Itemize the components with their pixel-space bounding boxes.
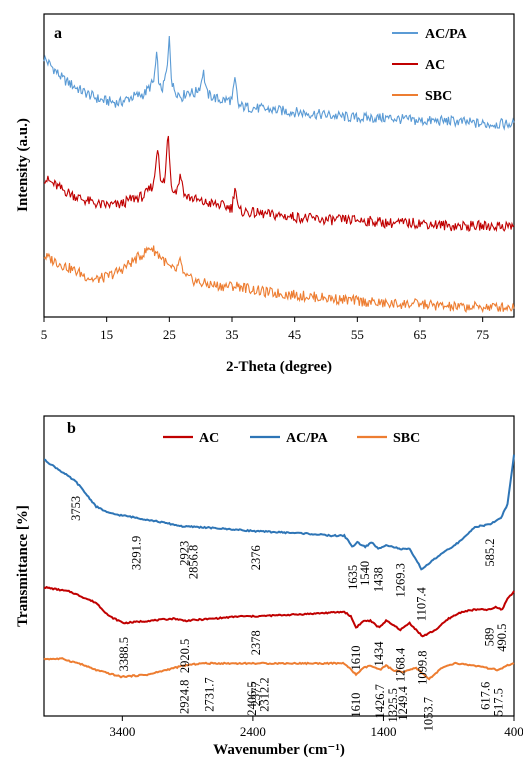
panel-b-peak-label: 1249.4 [396,686,410,721]
panel-b-peak-label: 3291.9 [129,536,143,570]
panel-b-peak-label: 1540 [358,561,372,586]
panel-b-peak-label: 490.5 [495,624,509,652]
panel-a-legend-label: AC [425,58,445,73]
panel-a-tick-label: 75 [476,327,489,342]
panel-b-peak-label: 2406.5 [245,681,259,715]
panel-b-peak-label: 1268.4 [394,647,408,682]
panel-a-legend: AC/PA AC SBC [392,27,468,104]
panel-b-legend: AC AC/PA SBC [163,431,420,446]
panel-b-y-axis-label: Transmittance [%] [15,505,31,627]
panel-b-peak-label: 2920.5 [178,639,192,673]
panel-b-x-ticks: 3400 2400 1400 400 [109,716,523,739]
panel-b-peak-label: 1434 [372,641,386,667]
panel-a-y-axis-label: Intensity (a.u.) [15,118,31,212]
panel-a-tick-label: 25 [163,327,176,342]
panel-b-peak-label: 1053.7 [422,697,436,731]
panel-b-legend-label: AC/PA [286,431,329,446]
panel-b-peak-label: 2923 [178,541,192,566]
panel-b-peak-label: 2924.8 [177,680,191,714]
panel-a-legend-label: SBC [425,89,452,104]
panel-a-x-ticks: 5 15 25 35 45 55 65 75 [41,317,489,342]
panel-b-peak-label: 2856.8 [186,545,200,579]
panel-a-tick-label: 15 [100,327,113,342]
panel-b-label: b [67,420,76,437]
panel-b-legend-label: AC [199,431,219,446]
panel-a-tick-label: 65 [414,327,427,342]
panel-b-tick-label: 400 [504,724,523,739]
panel-a-tick-label: 35 [226,327,239,342]
panel-b-peak-label: 1610 [349,693,363,718]
panel-a-plot-frame [43,13,515,318]
panel-a-tick-label: 45 [288,327,301,342]
panel-a-series [43,35,515,314]
panel-a-series-ac [43,135,515,233]
panel-b-series [43,454,515,681]
panel-a-series-ac-pa [43,35,515,131]
panel-b-peak-label: 585.2 [483,539,497,567]
panel-a: a 5 15 25 35 45 55 65 75 2-Theta (degree) Inten… [15,13,515,375]
panel-b-peak-label: 589 [482,628,496,647]
panel-a-series-sbc [43,245,515,314]
panel-b-peak-label: 1438 [372,567,386,592]
panel-a-tick-label: 5 [41,327,48,342]
panel-b-peak-label: 2376 [249,545,263,570]
panel-b-peak-label: 1107.4 [415,587,429,622]
panel-b-legend-label: SBC [393,431,420,446]
panel-b-peak-label: 3388.5 [117,637,131,671]
panel-a-x-axis-label: 2-Theta (degree) [226,359,332,375]
panel-a-tick-label: 55 [351,327,364,342]
panel-b-x-axis-label: Wavenumber (cm⁻¹) [213,742,345,758]
panel-b-peak-label: 2378 [249,630,263,655]
panel-b-peak-label: 2312.2 [257,677,271,711]
panel-b-peak-label: 617.6 [479,682,493,710]
panel-a-legend-label: AC/PA [425,27,468,42]
panel-b-peak-label: 3753 [69,496,83,521]
panel-b-peak-label: 1269.3 [394,563,408,597]
panel-b-peak-label: 1099.8 [416,651,430,685]
panel-b-tick-label: 2400 [240,724,266,739]
panel-b-peak-label: 1426.7 [373,684,387,718]
panel-b-peak-label: 2377 [249,681,263,706]
panel-b-peak-label: 1610 [349,646,363,671]
panel-b-series-ac-pa [43,454,515,571]
panel-a-label: a [54,25,62,42]
panel-b-peak-label: 517.5 [492,688,506,716]
panel-b-tick-label: 3400 [109,724,135,739]
panel-b-series-ac [43,585,515,638]
panel-b-peak-label: 1635 [346,565,360,590]
panel-b-plot-frame [43,415,515,717]
panel-b-tick-label: 1400 [370,724,396,739]
panel-b-peak-label: 1325.5 [386,688,400,722]
panel-b-series-sbc [43,657,515,681]
panel-b-peak-label: 2731.7 [203,677,217,711]
